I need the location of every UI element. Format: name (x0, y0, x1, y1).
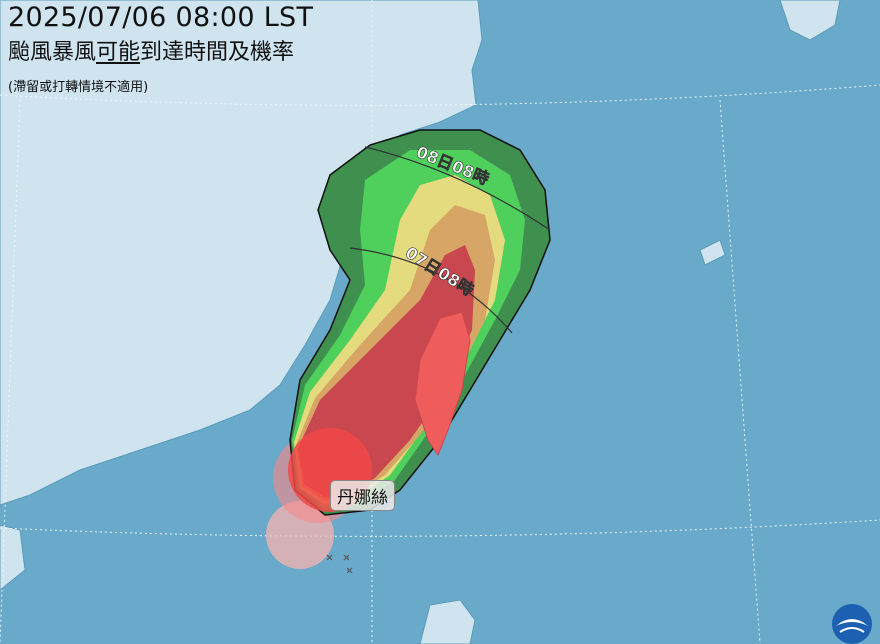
time-line-07 (349, 247, 513, 334)
ryukyu-island (699, 239, 726, 266)
past-track-markers (326, 554, 353, 574)
title-part: 颱風暴風 (8, 40, 97, 65)
cwa-logo-icon (832, 604, 872, 644)
forecast-datetime: 2025/07/06 08:00 LST (8, 2, 314, 33)
japan-island (779, 0, 841, 41)
hainan-coast (0, 524, 26, 591)
philippines-island (419, 599, 476, 644)
map-note: (滯留或打轉情境不適用) (8, 80, 149, 95)
title-underlined: 可能 (96, 40, 141, 65)
storm-name-label[interactable]: 丹娜絲 (330, 480, 395, 511)
mainland-china (0, 0, 483, 506)
title-part: 到達時間及機率 (140, 40, 295, 65)
map-title: 颱風暴風可能到達時間及機率 (8, 38, 294, 68)
taiwan-island (414, 311, 471, 457)
time-line-08 (364, 146, 551, 231)
